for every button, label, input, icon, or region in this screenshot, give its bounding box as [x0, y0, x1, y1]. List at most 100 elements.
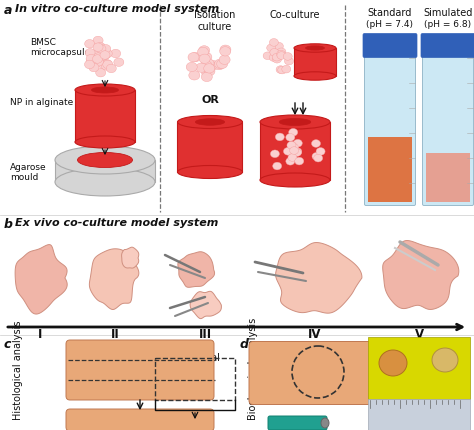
Ellipse shape [294, 72, 336, 80]
Ellipse shape [199, 54, 210, 64]
Ellipse shape [99, 52, 109, 60]
Polygon shape [190, 291, 221, 319]
Ellipse shape [101, 45, 111, 53]
Ellipse shape [432, 348, 458, 372]
Ellipse shape [95, 48, 105, 57]
Ellipse shape [99, 61, 109, 69]
Ellipse shape [96, 68, 106, 77]
Ellipse shape [314, 154, 323, 162]
Ellipse shape [277, 52, 286, 59]
Text: Standard: Standard [368, 8, 412, 18]
Ellipse shape [95, 43, 105, 51]
Ellipse shape [75, 136, 135, 148]
Ellipse shape [294, 44, 336, 52]
Text: (pH = 6.8): (pH = 6.8) [424, 20, 472, 29]
Text: NP in alginate: NP in alginate [10, 98, 73, 107]
Text: In vitro co-culture model system: In vitro co-culture model system [15, 4, 219, 14]
Ellipse shape [290, 144, 299, 151]
Ellipse shape [201, 72, 212, 82]
Ellipse shape [101, 61, 111, 70]
Text: Ex vivo co-culture model system: Ex vivo co-culture model system [15, 218, 219, 228]
Ellipse shape [321, 418, 329, 428]
Ellipse shape [102, 49, 112, 58]
Ellipse shape [263, 52, 272, 60]
Ellipse shape [293, 148, 302, 155]
Ellipse shape [316, 147, 325, 155]
Ellipse shape [86, 55, 96, 63]
Ellipse shape [96, 45, 106, 53]
Ellipse shape [283, 147, 292, 155]
Ellipse shape [189, 71, 200, 80]
Ellipse shape [269, 54, 278, 61]
Text: Simulated: Simulated [423, 8, 473, 18]
Ellipse shape [282, 65, 291, 73]
Ellipse shape [99, 51, 109, 59]
Ellipse shape [201, 61, 212, 71]
Text: III: III [199, 328, 211, 341]
Ellipse shape [283, 52, 292, 60]
Ellipse shape [100, 51, 110, 59]
Ellipse shape [273, 55, 282, 63]
Ellipse shape [279, 119, 311, 126]
Bar [368, 399, 470, 430]
Ellipse shape [292, 149, 301, 157]
Ellipse shape [103, 60, 113, 69]
Ellipse shape [55, 146, 155, 174]
Ellipse shape [214, 60, 225, 70]
Ellipse shape [295, 157, 304, 165]
FancyBboxPatch shape [268, 416, 327, 430]
Ellipse shape [306, 46, 324, 50]
Text: Agarose
mould: Agarose mould [10, 163, 46, 182]
Ellipse shape [85, 40, 95, 48]
Ellipse shape [102, 59, 112, 68]
Text: BMSC
microcapsules: BMSC microcapsules [30, 38, 95, 57]
Ellipse shape [214, 59, 225, 68]
Ellipse shape [276, 66, 285, 74]
Ellipse shape [379, 350, 407, 376]
Ellipse shape [201, 58, 212, 68]
Ellipse shape [177, 166, 243, 178]
FancyBboxPatch shape [365, 43, 416, 206]
Text: c: c [4, 338, 11, 351]
Ellipse shape [201, 52, 212, 62]
Bar [177, 122, 243, 172]
Bar [368, 137, 412, 202]
FancyBboxPatch shape [421, 34, 474, 58]
Text: +: + [300, 51, 311, 65]
Text: V: V [415, 328, 425, 341]
Ellipse shape [287, 141, 296, 149]
Ellipse shape [92, 55, 102, 63]
Ellipse shape [91, 87, 118, 93]
Text: Semi-
cylindrical: Semi- cylindrical [170, 341, 220, 362]
Ellipse shape [93, 43, 103, 52]
Ellipse shape [289, 129, 298, 136]
Ellipse shape [93, 36, 103, 45]
Ellipse shape [203, 59, 214, 68]
Text: (pH = 7.4): (pH = 7.4) [366, 20, 413, 29]
Ellipse shape [284, 57, 293, 65]
Bar [294, 48, 336, 76]
Ellipse shape [267, 44, 276, 52]
Ellipse shape [198, 47, 209, 57]
Ellipse shape [286, 134, 295, 141]
Ellipse shape [260, 115, 330, 129]
Text: d: d [240, 338, 249, 351]
Ellipse shape [188, 52, 199, 62]
Bar [55, 160, 155, 182]
Ellipse shape [277, 48, 286, 55]
FancyBboxPatch shape [66, 340, 214, 400]
Ellipse shape [75, 84, 135, 96]
Ellipse shape [85, 49, 95, 57]
Ellipse shape [87, 56, 97, 64]
FancyBboxPatch shape [66, 409, 214, 430]
Ellipse shape [177, 116, 243, 129]
Ellipse shape [100, 51, 110, 59]
Ellipse shape [93, 58, 103, 66]
Ellipse shape [270, 150, 279, 158]
Ellipse shape [204, 67, 215, 76]
Ellipse shape [273, 53, 282, 61]
Text: b: b [4, 218, 13, 231]
Text: Isolation
culture: Isolation culture [194, 10, 236, 31]
Ellipse shape [201, 68, 213, 77]
Ellipse shape [217, 59, 228, 68]
